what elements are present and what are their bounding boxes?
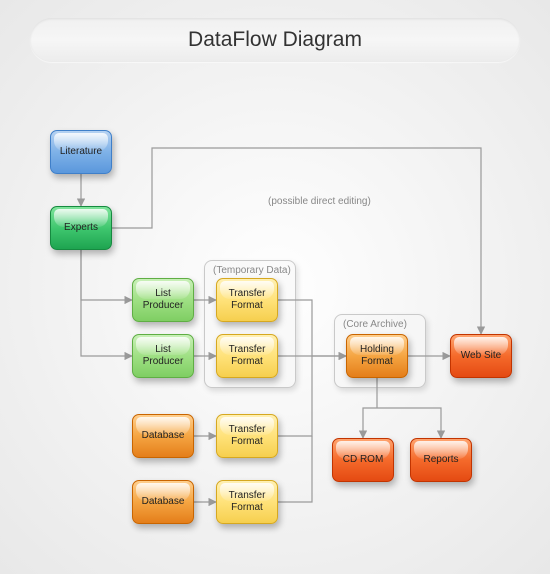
edge-experts-lp1: [81, 250, 132, 300]
diagram-stage: DataFlow Diagram (Temporary Data) (Core …: [0, 0, 550, 574]
node-transfer-format-4: Transfer Format: [216, 480, 278, 524]
node-label: Transfer Format: [220, 490, 274, 514]
title-text: DataFlow Diagram: [188, 28, 362, 51]
node-label: CD ROM: [343, 454, 384, 466]
edge-experts-lp2: [81, 250, 132, 356]
edge-tf4-bus: [278, 436, 312, 502]
node-transfer-format-2: Transfer Format: [216, 334, 278, 378]
node-label: Holding Format: [350, 344, 404, 368]
node-list-producer-2: List Producer: [132, 334, 194, 378]
node-label: Experts: [64, 222, 98, 234]
node-label: Literature: [60, 146, 102, 158]
node-transfer-format-3: Transfer Format: [216, 414, 278, 458]
node-database-1: Database: [132, 414, 194, 458]
node-experts: Experts: [50, 206, 112, 250]
node-label: List Producer: [136, 344, 190, 368]
node-database-2: Database: [132, 480, 194, 524]
node-label: Reports: [423, 454, 458, 466]
node-label: Database: [142, 496, 185, 508]
node-label: Transfer Format: [220, 344, 274, 368]
node-label: Transfer Format: [220, 424, 274, 448]
page-title: DataFlow Diagram: [30, 18, 520, 62]
node-holding-format: Holding Format: [346, 334, 408, 378]
node-list-producer-1: List Producer: [132, 278, 194, 322]
node-literature: Literature: [50, 130, 112, 174]
node-label: Transfer Format: [220, 288, 274, 312]
node-reports: Reports: [410, 438, 472, 482]
annotation-direct-editing: (possible direct editing): [268, 196, 371, 207]
node-web-site: Web Site: [450, 334, 512, 378]
node-label: List Producer: [136, 288, 190, 312]
node-label: Database: [142, 430, 185, 442]
edge-fanout-cdrom: [363, 408, 377, 438]
group-label-core: (Core Archive): [343, 319, 407, 330]
node-label: Web Site: [461, 350, 501, 362]
group-label-temporary: (Temporary Data): [213, 265, 291, 276]
node-transfer-format-1: Transfer Format: [216, 278, 278, 322]
node-cdrom: CD ROM: [332, 438, 394, 482]
edge-fanout-reports: [377, 408, 441, 438]
